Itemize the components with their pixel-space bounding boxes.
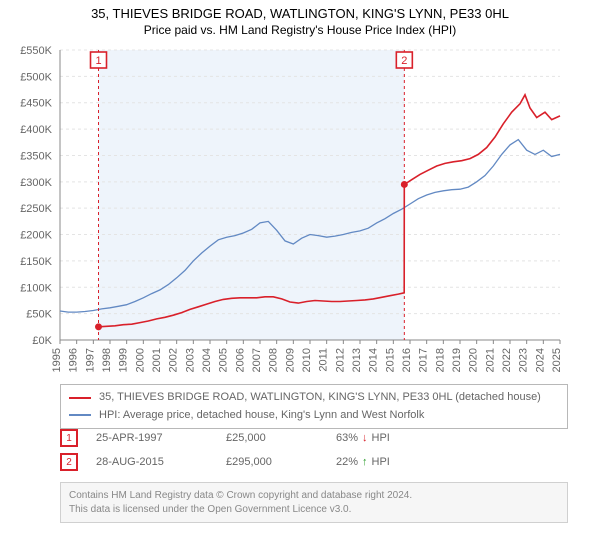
svg-text:2017: 2017 (418, 348, 430, 372)
svg-text:2014: 2014 (368, 348, 380, 372)
svg-text:2009: 2009 (284, 348, 296, 372)
footer: Contains HM Land Registry data © Crown c… (60, 482, 568, 523)
footer-line2: This data is licensed under the Open Gov… (69, 503, 559, 517)
svg-text:2005: 2005 (218, 348, 230, 372)
svg-text:£300K: £300K (20, 177, 52, 189)
svg-text:1: 1 (95, 55, 101, 67)
svg-text:2023: 2023 (518, 348, 530, 372)
legend-label: HPI: Average price, detached house, King… (99, 407, 424, 425)
svg-text:2000: 2000 (134, 348, 146, 372)
svg-text:2003: 2003 (184, 348, 196, 372)
marker-badge: 2 (60, 453, 78, 471)
title-sub: Price paid vs. HM Land Registry's House … (0, 23, 600, 37)
marker-row: 2 28-AUG-2015£295,00022%↑HPI (60, 450, 550, 474)
svg-text:2013: 2013 (351, 348, 363, 372)
svg-text:£500K: £500K (20, 71, 52, 83)
svg-text:2016: 2016 (401, 348, 413, 372)
svg-text:2021: 2021 (484, 348, 496, 372)
svg-text:1999: 1999 (118, 348, 130, 372)
svg-text:2020: 2020 (468, 348, 480, 372)
footer-line1: Contains HM Land Registry data © Crown c… (69, 489, 559, 503)
svg-text:2008: 2008 (268, 348, 280, 372)
svg-text:£0K: £0K (32, 335, 52, 347)
svg-text:2: 2 (401, 55, 407, 67)
svg-text:2022: 2022 (501, 348, 513, 372)
svg-text:1997: 1997 (84, 348, 96, 372)
legend-row: HPI: Average price, detached house, King… (69, 407, 559, 425)
svg-text:1995: 1995 (51, 348, 63, 372)
svg-text:2025: 2025 (551, 348, 563, 372)
svg-text:2001: 2001 (151, 348, 163, 372)
svg-text:£450K: £450K (20, 98, 52, 110)
title-block: 35, THIEVES BRIDGE ROAD, WATLINGTON, KIN… (0, 0, 600, 37)
marker-pct: 22%↑HPI (336, 456, 390, 468)
svg-text:£100K: £100K (20, 282, 52, 294)
marker-badge: 1 (60, 429, 78, 447)
marker-price: £25,000 (226, 432, 336, 444)
svg-text:1998: 1998 (101, 348, 113, 372)
marker-pct: 63%↓HPI (336, 432, 390, 444)
svg-text:2015: 2015 (384, 348, 396, 372)
svg-text:£400K: £400K (20, 124, 52, 136)
svg-text:2002: 2002 (168, 348, 180, 372)
svg-text:2019: 2019 (451, 348, 463, 372)
arrow-icon: ↑ (362, 456, 368, 468)
legend-swatch (69, 397, 91, 399)
svg-text:£50K: £50K (26, 309, 52, 321)
svg-text:2011: 2011 (318, 348, 330, 372)
legend-label: 35, THIEVES BRIDGE ROAD, WATLINGTON, KIN… (99, 389, 541, 407)
svg-text:2012: 2012 (334, 348, 346, 372)
legend-swatch (69, 414, 91, 416)
svg-text:£550K: £550K (20, 46, 52, 57)
legend-row: 35, THIEVES BRIDGE ROAD, WATLINGTON, KIN… (69, 389, 559, 407)
marker-price: £295,000 (226, 456, 336, 468)
svg-text:2024: 2024 (534, 348, 546, 372)
svg-text:1996: 1996 (68, 348, 80, 372)
svg-text:£150K: £150K (20, 256, 52, 268)
svg-text:2018: 2018 (434, 348, 446, 372)
svg-text:2004: 2004 (201, 348, 213, 372)
svg-text:£200K: £200K (20, 230, 52, 242)
chart-svg: £0K £50K £100K £150K £200K £250K £300K £350K £40… (0, 46, 600, 378)
arrow-icon: ↓ (362, 432, 368, 444)
svg-text:£350K: £350K (20, 150, 52, 162)
chart: £0K £50K £100K £150K £200K £250K £300K £350K £40… (0, 46, 600, 378)
svg-text:2007: 2007 (251, 348, 263, 372)
marker-table: 1 25-APR-1997£25,00063%↓HPI 2 28-AUG-2015£2… (60, 426, 550, 474)
svg-text:2010: 2010 (301, 348, 313, 372)
title-main: 35, THIEVES BRIDGE ROAD, WATLINGTON, KIN… (0, 6, 600, 21)
marker-row: 1 25-APR-1997£25,00063%↓HPI (60, 426, 550, 450)
marker-date: 25-APR-1997 (96, 432, 226, 444)
svg-text:£250K: £250K (20, 203, 52, 215)
legend: 35, THIEVES BRIDGE ROAD, WATLINGTON, KIN… (60, 384, 568, 429)
marker-date: 28-AUG-2015 (96, 456, 226, 468)
svg-text:2006: 2006 (234, 348, 246, 372)
